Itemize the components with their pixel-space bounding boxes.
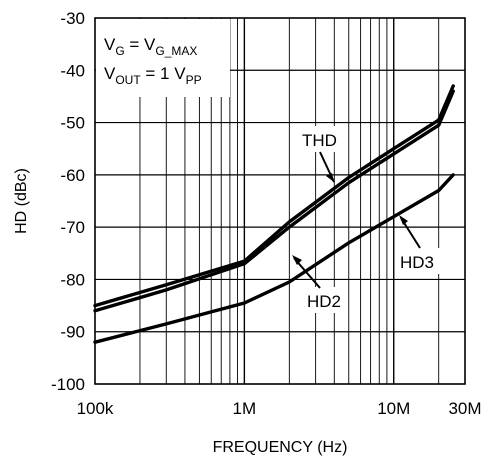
- y-tick-label: -70: [60, 218, 85, 237]
- y-axis-title: HD (dBc): [13, 168, 30, 234]
- y-tick-label: -40: [60, 61, 85, 80]
- conditions-box-background: [96, 19, 230, 97]
- thd-label-bg: [298, 126, 346, 152]
- y-tick-label: -90: [60, 323, 85, 342]
- hd3-label: HD3: [400, 253, 434, 272]
- y-tick-label: -100: [51, 375, 85, 394]
- hd3-label-bg: [398, 248, 444, 274]
- hd3-arrowhead: [399, 215, 408, 225]
- hd2-arrowhead: [292, 255, 302, 265]
- x-tick-label: 30M: [448, 399, 481, 418]
- condition-vg: VG = VG_MAX: [104, 35, 197, 58]
- thd-arrowhead: [326, 173, 334, 182]
- plot-frame: [94, 17, 466, 385]
- x-tick-label: 10M: [377, 399, 410, 418]
- x-tick-label: 100k: [77, 399, 114, 418]
- condition-vout: VOUT = 1 VPP: [104, 64, 202, 87]
- y-tick-label: -80: [60, 270, 85, 289]
- hd2-label: HD2: [307, 292, 341, 311]
- thd-label: THD: [302, 131, 337, 150]
- hd2-label-bg: [303, 287, 347, 313]
- x-axis-title: FREQUENCY (Hz): [213, 439, 348, 456]
- series-line-hd3: [93, 173, 455, 344]
- series-layer: [93, 84, 455, 344]
- y-tick-label: -60: [60, 166, 85, 185]
- y-tick-label: -50: [60, 114, 85, 133]
- x-tick-label: 1M: [233, 399, 257, 418]
- series-line-hd2: [93, 89, 455, 313]
- tick-labels: -30 -40 -50 -60 -70 -80 -90 -100 100k 1M 10M 30M: [51, 9, 482, 418]
- series-line-thd: [93, 84, 455, 308]
- y-tick-label: -30: [60, 9, 85, 28]
